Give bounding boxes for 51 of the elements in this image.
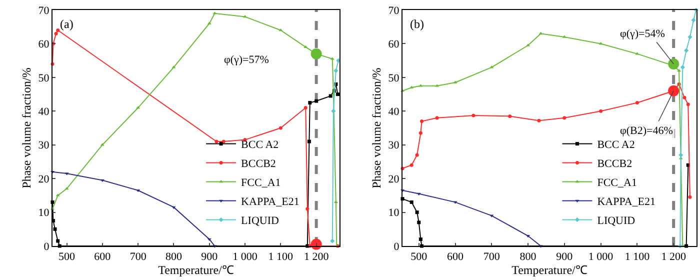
x-tick-label: 500 — [58, 251, 76, 264]
text: (b) — [410, 17, 424, 31]
y-tick-label: 70 — [388, 4, 400, 17]
y-tick-label: 40 — [38, 106, 50, 118]
legend-label: BCCB2 — [241, 158, 276, 170]
y-axis-title: Phase volume fraction/% — [370, 68, 384, 188]
x-axis-title: Temperature/℃ — [512, 263, 588, 278]
y-tick-label: 50 — [38, 72, 50, 84]
y-tick-label: 0 — [394, 240, 400, 253]
x-tick-label: 800 — [165, 251, 182, 264]
y-tick-label: 30 — [388, 140, 400, 152]
y-tick-label: 60 — [38, 38, 50, 51]
y-tick-label: 50 — [388, 72, 400, 84]
x-tick-label: 1 200 — [304, 251, 330, 264]
y-tick-label: 60 — [388, 38, 400, 51]
x-tick-label: 900 — [556, 251, 574, 264]
y-tick-label: 0 — [44, 240, 50, 253]
annotation: φ(γ)=57% — [224, 54, 269, 66]
legend-label: KAPPA_E21 — [241, 196, 300, 208]
x-tick-label: 1 000 — [232, 251, 258, 264]
y-tick-label: 10 — [38, 207, 50, 220]
x-tick-label: 600 — [447, 251, 464, 264]
x-tick-label: 1 200 — [661, 251, 686, 264]
annotation: φ(γ)=54% — [620, 28, 665, 40]
x-tick-label: 700 — [483, 251, 500, 264]
y-tick-label: 30 — [38, 140, 50, 152]
legend-label: KAPPA_E21 — [597, 196, 656, 208]
x-tick-label: 600 — [94, 251, 112, 264]
x-tick-label: 800 — [520, 251, 537, 264]
x-tick-label: 1 100 — [268, 251, 294, 264]
y-axis-title: Phase volume fraction/% — [20, 68, 34, 188]
x-tick-label: 500 — [410, 251, 428, 264]
y-tick-label: 20 — [388, 173, 400, 186]
legend-label: LIQUID — [597, 214, 636, 227]
y-tick-label: 20 — [38, 173, 50, 186]
y-tick-label: 70 — [38, 4, 50, 17]
text: (a) — [60, 17, 74, 31]
legend-label: LIQUID — [241, 214, 279, 227]
legend-label: BCC A2 — [597, 138, 635, 151]
y-tick-label: 10 — [388, 207, 400, 220]
annotation: φ(B2)=46% — [620, 125, 673, 137]
y-tick-label: 40 — [388, 106, 400, 118]
legend-label: FCC_A1 — [241, 176, 281, 189]
x-tick-label: 900 — [201, 251, 218, 264]
legend-label: BCCB2 — [597, 158, 632, 170]
x-tick-label: 1 100 — [624, 251, 650, 264]
x-tick-label: 1 000 — [588, 251, 614, 264]
x-tick-label: 700 — [130, 251, 147, 264]
legend-label: FCC_A1 — [597, 176, 637, 189]
legend-label: BCC A2 — [241, 138, 279, 151]
x-axis-title: Temperature/℃ — [158, 263, 234, 278]
